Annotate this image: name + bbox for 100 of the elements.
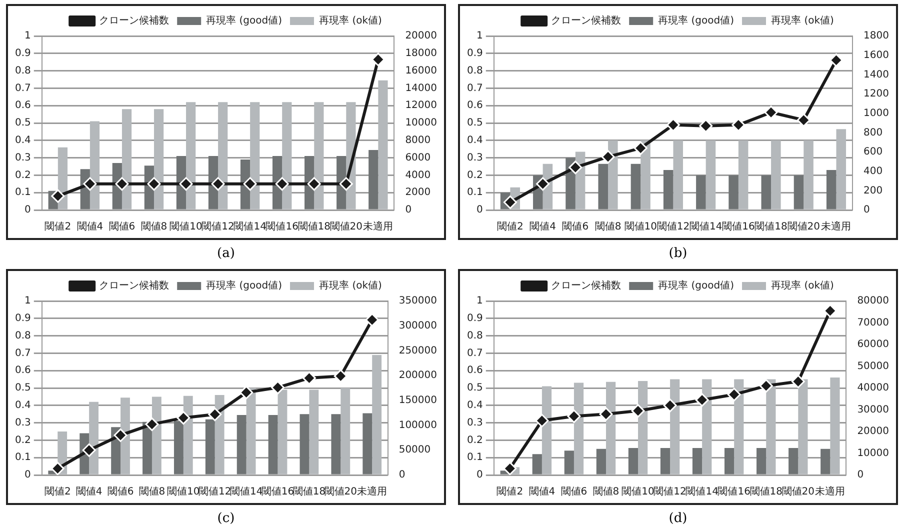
y-tick-label: 1 [476,296,483,307]
x-tick-label: 閾値12 [202,220,234,233]
y2-tick-label: 0 [398,470,406,481]
x-tick-label: 閾値20 [324,486,358,498]
point [176,411,190,425]
bar [368,150,378,210]
point [732,118,746,132]
bar [836,129,846,210]
bar [214,394,224,474]
y-tick-label: 0.8 [466,65,483,76]
bar [268,414,278,474]
point [796,113,810,127]
x-tick-label: 閾値16 [266,220,298,233]
point [631,404,645,418]
bar [120,398,130,474]
point [503,462,517,475]
legend-label: クローン候補数 [99,14,170,27]
bar [756,448,766,474]
bar [186,102,196,210]
point [830,53,843,67]
bar [798,379,808,474]
point [634,141,648,155]
x-tick-label: 閾値4 [76,486,102,498]
y2-tick-label: 250000 [398,345,438,356]
x-tick-label: 閾値6 [562,220,589,233]
x-tick-label: 閾値18 [754,220,788,233]
point [211,177,225,191]
x-tick-label: 閾値8 [594,220,622,233]
point [727,388,741,402]
x-tick-label: 閾値6 [107,486,134,498]
x-tick-label: 閾値8 [592,486,620,498]
y2-tick-label: 600 [864,146,883,158]
y-tick-label: 0.6 [466,100,483,112]
bar [278,390,288,474]
legend-label: 再現率 (good値) [658,14,734,27]
bar [314,102,324,210]
bar [826,170,836,210]
bar [282,102,292,210]
legend-label: 再現率 (ok値) [319,14,382,27]
bar [90,121,100,210]
bar [630,164,641,210]
x-tick-label: 閾値20 [330,220,363,233]
y-tick-label: 0.4 [14,400,31,411]
text: (d) [668,511,688,526]
point [759,379,773,393]
y2-tick-label: 80000 [857,296,889,307]
point [568,160,582,174]
y-tick-label: 1 [24,296,31,307]
y2-tick-label: 50000 [398,444,431,456]
y-tick-label: 0.1 [14,187,31,198]
bar [574,382,584,474]
y2-tick-label: 30000 [857,404,889,416]
y-tick-label: 0.9 [466,48,483,59]
bar [663,170,674,210]
bar [794,175,804,210]
legend-label: クローン候補数 [551,280,622,292]
x-tick-label: 閾値16 [718,486,750,498]
y2-tick-label: 1800 [864,30,890,42]
y-tick-label: 0.2 [14,170,31,181]
y-tick-label: 0.4 [466,400,483,411]
bar [309,390,319,474]
bar [606,382,616,474]
y2-tick-label: 200000 [398,370,438,382]
bar [734,379,744,474]
y-tick-label: 0.5 [14,118,31,129]
point [83,177,97,191]
x-tick-label: 閾値14 [234,220,266,233]
bar [362,413,372,474]
bar [660,448,670,474]
x-tick-label: 閾値20 [782,486,815,498]
point [699,119,713,133]
x-tick-label: 閾値20 [787,220,820,233]
bar [608,140,618,210]
legend-label: クローン候補数 [551,14,622,27]
bar [804,140,814,210]
y-tick-label: 0 [476,204,483,216]
point [114,428,128,442]
x-tick-label: 閾値8 [140,220,168,233]
y2-tick-label: 10000 [857,448,889,459]
x-tick-label: 閾値10 [167,486,200,498]
legend-label: 再現率 (good値) [658,280,734,292]
point [599,407,613,421]
y-tick-label: 0.8 [14,65,31,76]
y2-tick-label: 70000 [857,317,889,328]
bar [218,102,228,210]
y-tick-label: 0.3 [14,152,31,164]
x-tick-label: 閾値4 [528,486,556,498]
bar [706,140,716,210]
legend-label: 再現率 (ok値) [771,14,834,27]
x-tick-label: 閾値2 [497,220,524,233]
point [567,410,581,424]
y-tick-label: 0.9 [466,312,483,324]
point [208,408,222,422]
point [503,196,517,210]
y-tick-label: 0.7 [466,82,483,94]
x-tick-label: 閾値2 [496,486,524,498]
bar [702,379,712,474]
bar [673,140,684,210]
y2-tick-label: 1600 [864,50,890,61]
point [243,177,257,191]
